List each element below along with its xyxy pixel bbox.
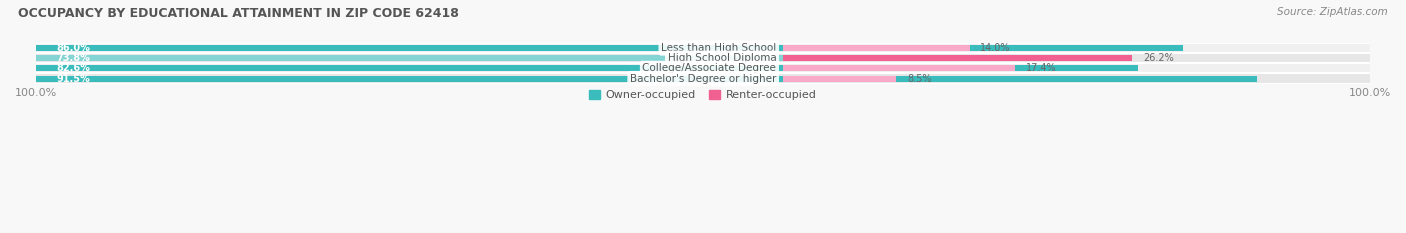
Text: 26.2%: 26.2%	[1143, 53, 1174, 63]
Bar	[37, 75, 1257, 82]
Bar	[783, 65, 1015, 71]
Text: Source: ZipAtlas.com: Source: ZipAtlas.com	[1277, 7, 1388, 17]
Text: 73.8%: 73.8%	[56, 53, 90, 63]
Text: Less than High School: Less than High School	[661, 43, 776, 53]
Legend: Owner-occupied, Renter-occupied: Owner-occupied, Renter-occupied	[585, 85, 821, 105]
Bar	[37, 43, 1369, 53]
Bar	[37, 63, 1369, 73]
Text: 82.6%: 82.6%	[56, 63, 90, 73]
Bar	[37, 65, 1137, 71]
Text: High School Diploma: High School Diploma	[668, 53, 776, 63]
Text: 17.4%: 17.4%	[1026, 63, 1056, 73]
Bar	[783, 55, 1132, 61]
Bar	[37, 55, 1021, 61]
Text: 14.0%: 14.0%	[980, 43, 1011, 53]
Text: 91.5%: 91.5%	[56, 74, 90, 84]
Text: Bachelor's Degree or higher: Bachelor's Degree or higher	[630, 74, 776, 84]
Bar	[37, 53, 1369, 63]
Bar	[37, 73, 1369, 84]
Text: College/Associate Degree: College/Associate Degree	[643, 63, 776, 73]
Text: 86.0%: 86.0%	[56, 43, 90, 53]
Text: 8.5%: 8.5%	[907, 74, 932, 84]
Bar	[783, 75, 897, 82]
Bar	[37, 45, 1184, 51]
Text: OCCUPANCY BY EDUCATIONAL ATTAINMENT IN ZIP CODE 62418: OCCUPANCY BY EDUCATIONAL ATTAINMENT IN Z…	[18, 7, 460, 20]
Bar	[783, 45, 970, 51]
